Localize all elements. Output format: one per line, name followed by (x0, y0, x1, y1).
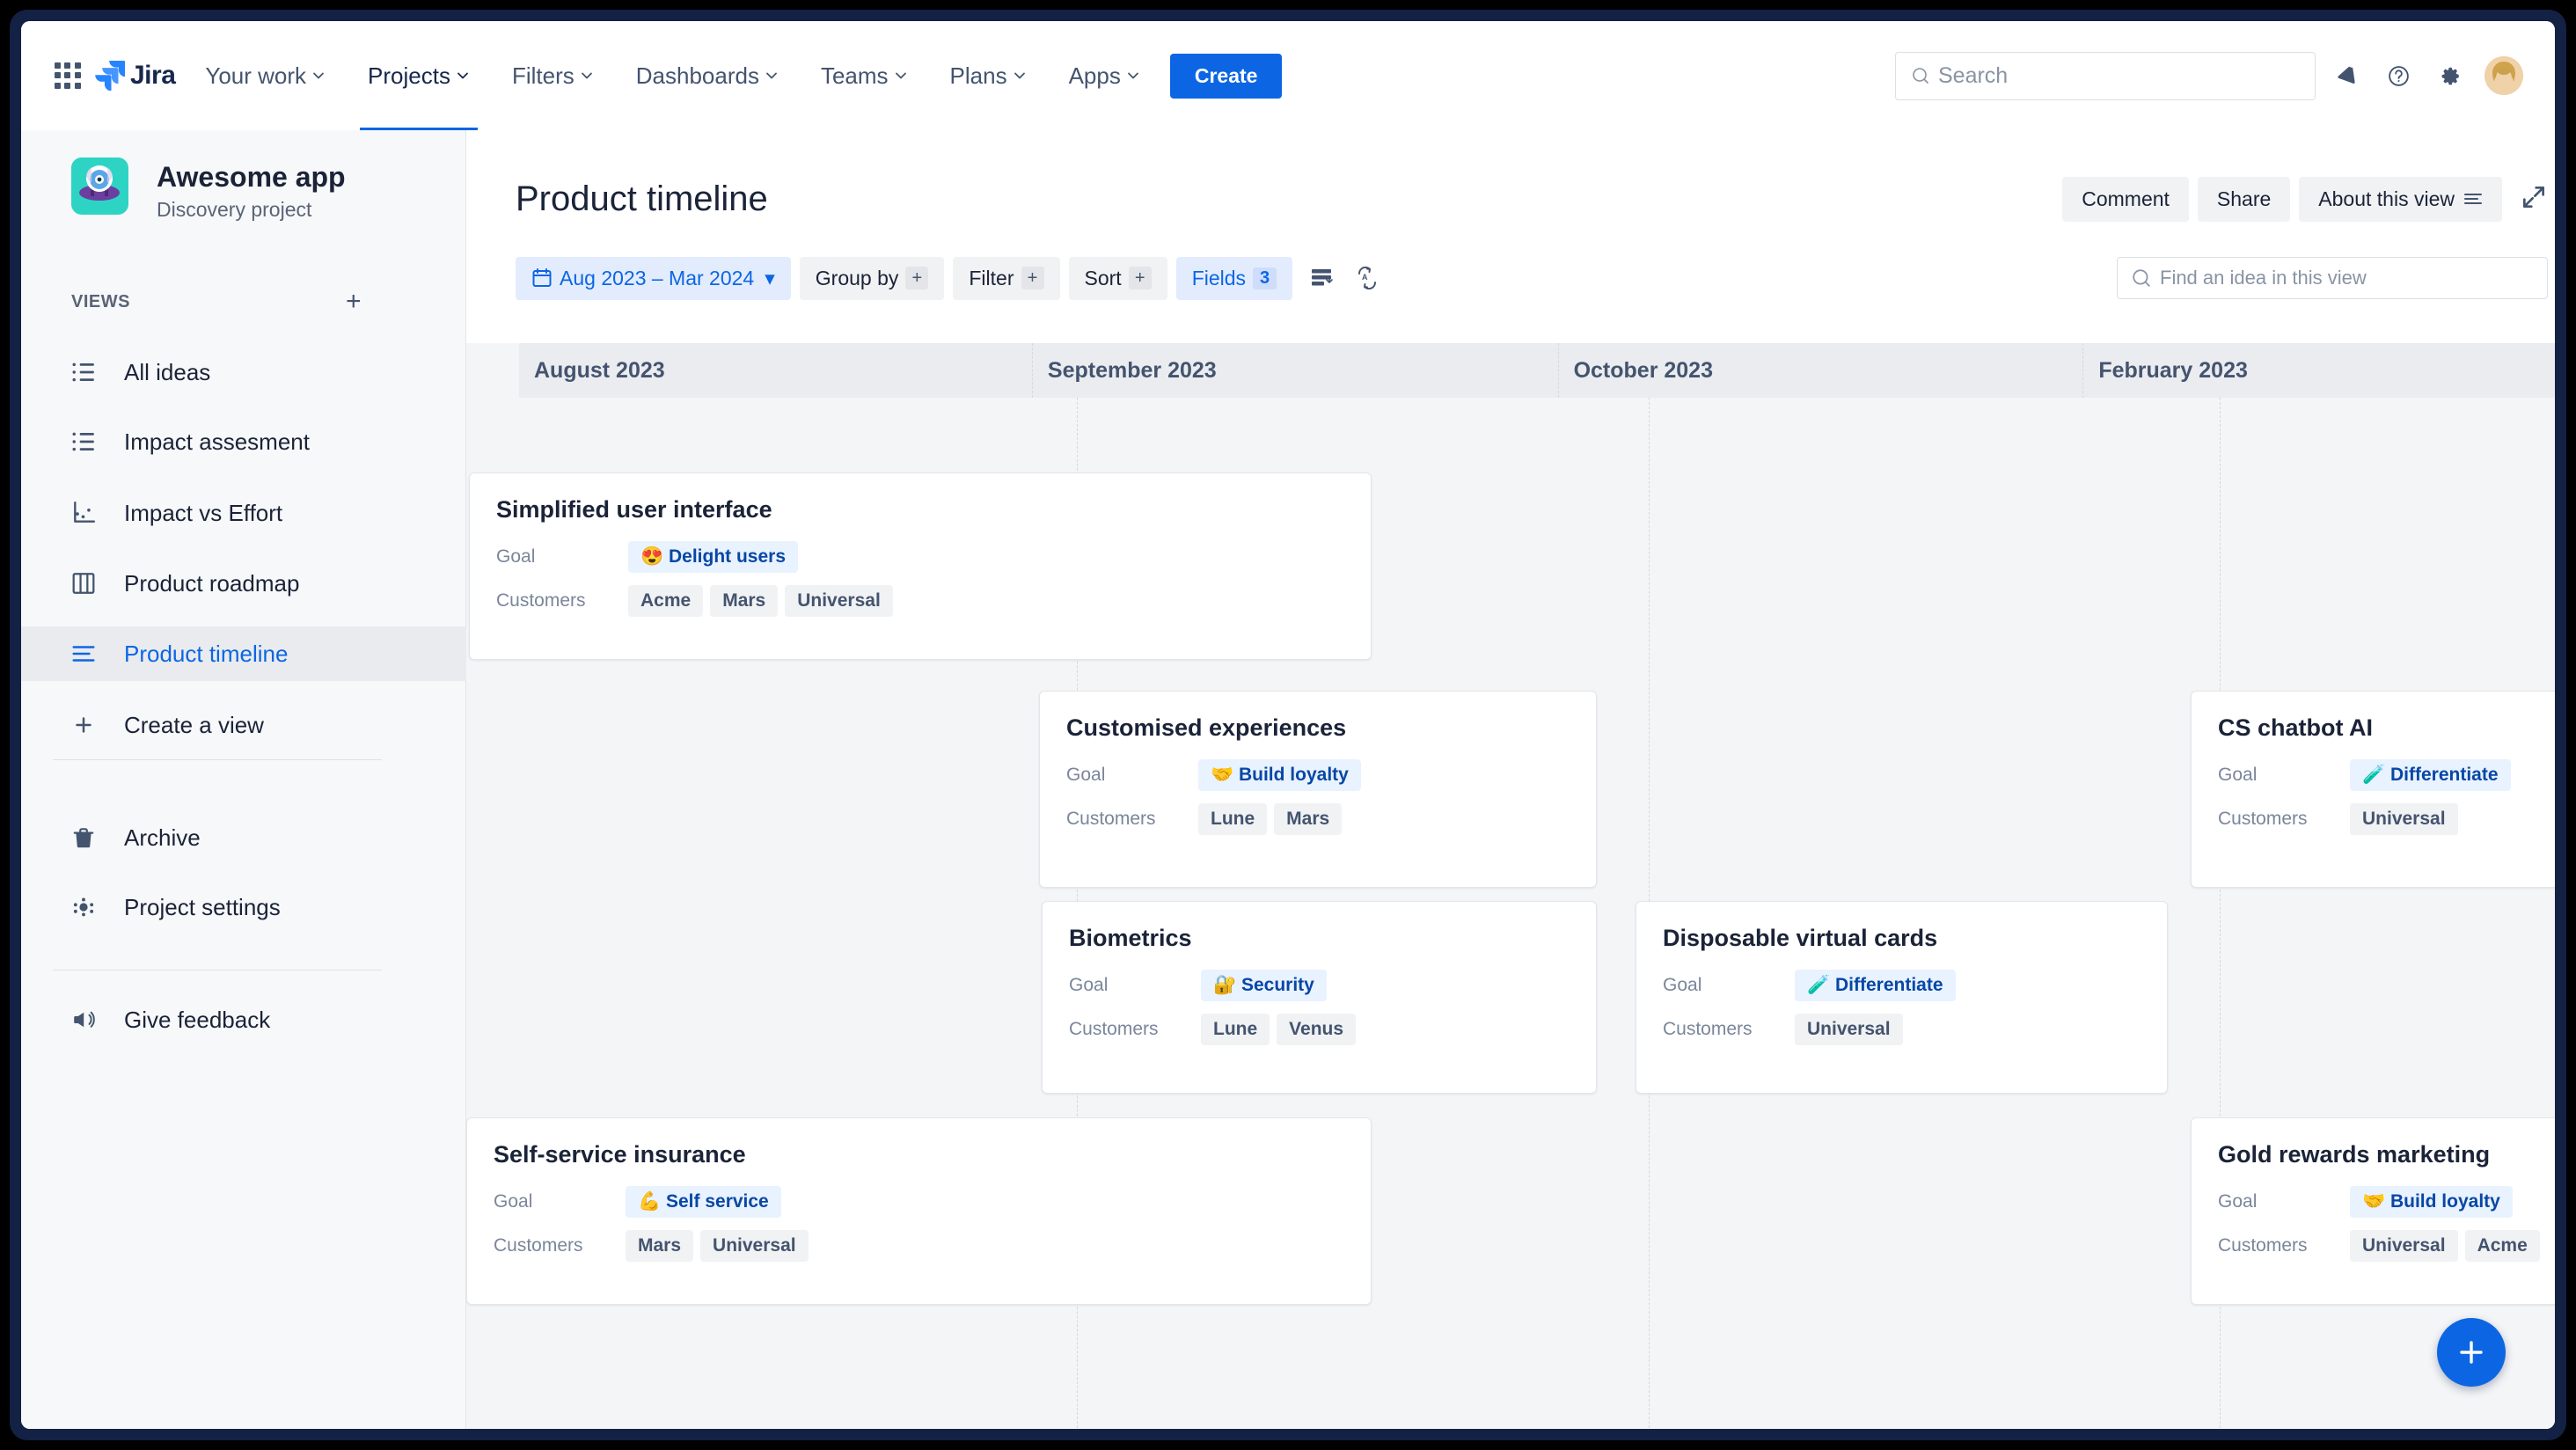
svg-text:A: A (1362, 273, 1368, 282)
